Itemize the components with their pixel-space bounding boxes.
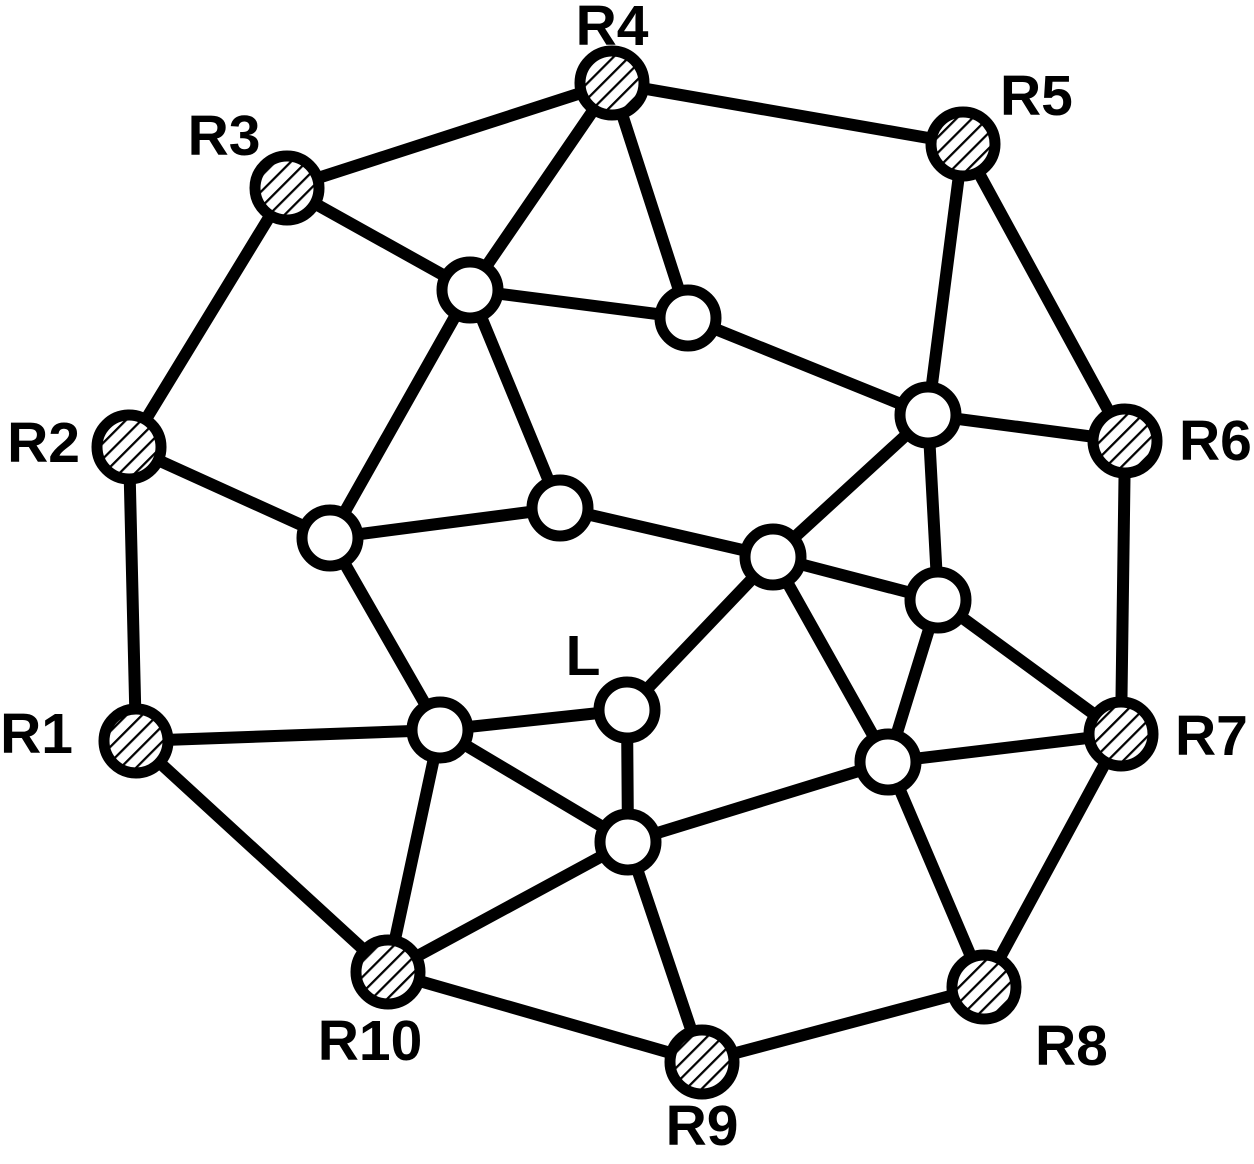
edge-R8-R9 xyxy=(702,987,984,1062)
node-R9 xyxy=(670,1030,734,1094)
label-R4: R4 xyxy=(576,0,649,58)
node-J xyxy=(745,529,801,585)
node-I xyxy=(532,480,588,536)
edge-R1-G xyxy=(136,730,440,741)
node-R10 xyxy=(356,940,420,1004)
edge-R4-R5 xyxy=(612,83,963,144)
edge-R1-R2 xyxy=(129,447,136,741)
label-R6: R6 xyxy=(1179,409,1252,473)
edges-layer xyxy=(129,83,1125,1062)
edge-H-A xyxy=(330,290,470,538)
label-R10: R10 xyxy=(318,1009,423,1073)
node-R6 xyxy=(1093,409,1157,473)
node-C xyxy=(900,387,956,443)
node-R3 xyxy=(255,156,319,220)
node-F xyxy=(600,814,656,870)
label-R3: R3 xyxy=(188,104,261,168)
edge-E-F xyxy=(628,762,888,842)
edge-R7-R8 xyxy=(984,734,1121,987)
label-K: L xyxy=(566,624,601,688)
edge-H-I xyxy=(330,508,560,538)
label-R5: R5 xyxy=(1000,64,1073,128)
node-E xyxy=(860,734,916,790)
node-K xyxy=(599,682,655,738)
edge-R4-A xyxy=(470,83,612,290)
edge-R9-R10 xyxy=(388,972,702,1062)
label-R8: R8 xyxy=(1035,1014,1108,1078)
node-D xyxy=(910,572,966,628)
edge-R5-R6 xyxy=(963,144,1125,441)
label-R1: R1 xyxy=(0,702,73,766)
edge-R6-R7 xyxy=(1121,441,1125,734)
edge-R3-R4 xyxy=(287,83,612,188)
node-R4 xyxy=(580,51,644,115)
edge-R2-R3 xyxy=(129,188,287,447)
labels-layer: R1 R2 R3 R4 R5 R6 R7 R8 R9 R10 L xyxy=(0,0,1252,1158)
label-R7: R7 xyxy=(1175,704,1248,768)
edge-B-C xyxy=(688,318,928,415)
node-G xyxy=(412,702,468,758)
network-diagram: R1 R2 R3 R4 R5 R6 R7 R8 R9 R10 L xyxy=(0,0,1254,1164)
node-B xyxy=(660,290,716,346)
label-R9: R9 xyxy=(666,1094,739,1158)
node-A xyxy=(442,262,498,318)
edge-R10-R1 xyxy=(136,741,388,972)
node-R1 xyxy=(104,709,168,773)
node-R8 xyxy=(952,955,1016,1019)
node-H xyxy=(302,510,358,566)
edge-R10-F xyxy=(388,842,628,972)
node-R5 xyxy=(931,112,995,176)
node-R7 xyxy=(1089,702,1153,766)
node-R2 xyxy=(97,415,161,479)
label-R2: R2 xyxy=(7,411,80,475)
edge-A-I xyxy=(470,290,560,508)
edge-R5-C xyxy=(928,144,963,415)
